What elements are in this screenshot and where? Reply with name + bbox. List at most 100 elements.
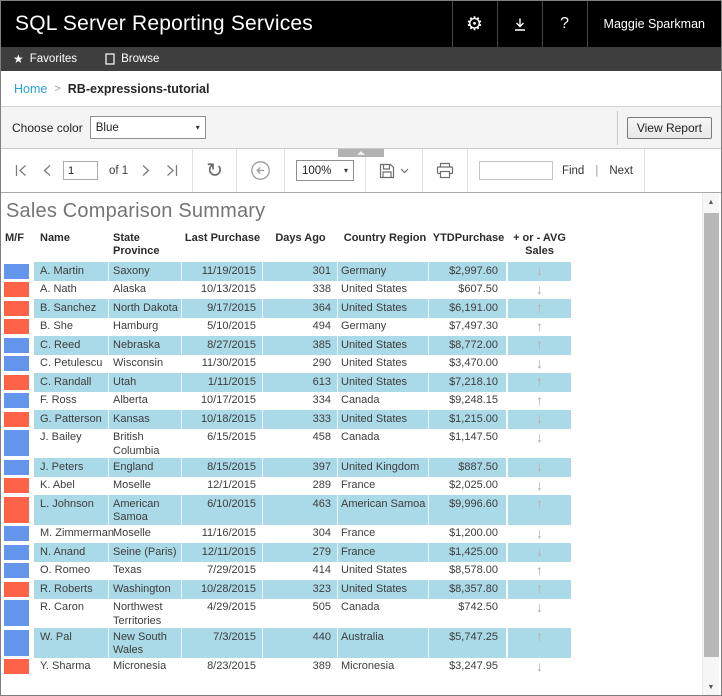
chevron-up-icon (357, 151, 365, 155)
cell-days-ago: 323 (263, 580, 338, 599)
cell-state: Wisconsin (109, 354, 182, 373)
gender-cell (1, 336, 34, 355)
back-button[interactable] (248, 158, 273, 183)
scroll-down-icon[interactable]: ▼ (707, 683, 715, 691)
cell-days-ago: 279 (263, 543, 338, 562)
cell-days-ago: 458 (263, 428, 338, 458)
next-page-button[interactable] (139, 162, 153, 179)
gender-swatch (4, 526, 29, 541)
scroll-up-icon[interactable]: ▲ (707, 198, 715, 206)
favorites-label: Favorites (29, 53, 78, 65)
gender-swatch (4, 430, 29, 456)
cell-ytd-purchase: $1,200.00 (429, 524, 508, 543)
gender-swatch (4, 629, 29, 656)
cell-last-purchase: 10/13/2015 (182, 280, 263, 299)
col-header-ytd: YTDPurchase (432, 232, 505, 244)
cell-name: B. She (34, 317, 109, 336)
cell-country: Canada (338, 391, 429, 410)
gear-icon: ⚙ (466, 13, 484, 35)
find-link[interactable]: Find (561, 164, 585, 177)
collapse-parameters-tab[interactable] (338, 149, 384, 157)
print-button[interactable] (434, 160, 456, 181)
refresh-icon: ↻ (206, 159, 223, 182)
cell-ytd-purchase: $8,772.00 (429, 336, 508, 355)
page-nav-group: of 1 (1, 149, 194, 192)
gender-swatch (4, 544, 29, 560)
cell-last-purchase: 11/30/2015 (182, 354, 263, 373)
settings-button[interactable]: ⚙ (451, 1, 497, 47)
cell-days-ago: 397 (263, 458, 338, 477)
table-row: K. Abel Moselle 12/1/2015 289 France $2,025.0… (1, 476, 721, 496)
nav-browse[interactable]: Browse (105, 53, 159, 65)
cell-ytd-purchase: $9,248.15 (429, 391, 508, 410)
cell-name: R. Caron (34, 598, 109, 628)
up-arrow-icon: ↑ (536, 336, 543, 352)
download-button[interactable] (496, 1, 542, 47)
cell-name: C. Randall (34, 373, 109, 392)
cell-ytd-purchase: $7,218.10 (429, 373, 508, 392)
cell-days-ago: 613 (263, 373, 338, 392)
cell-ytd-purchase: $742.50 (429, 598, 508, 628)
gender-cell (1, 628, 34, 658)
table-row: N. Anand Seine (Paris) 12/11/2015 279 France… (1, 543, 721, 562)
find-input[interactable] (478, 161, 553, 180)
up-arrow-icon: ↑ (536, 317, 543, 334)
report-scrollbar[interactable]: ▲ ▼ (702, 193, 719, 695)
nav-favorites[interactable]: ★ Favorites (13, 53, 77, 65)
up-arrow-icon: ↑ (536, 373, 543, 389)
chevron-down-icon: ▾ (343, 166, 348, 175)
color-select[interactable]: Blue ▾ (89, 116, 206, 139)
view-report-button[interactable]: View Report (626, 116, 712, 139)
cell-name: C. Petulescu (34, 354, 109, 373)
portal-navbar: ★ Favorites Browse (1, 47, 721, 71)
table-row: O. Romeo Texas 7/29/2015 414 United States $8… (1, 561, 721, 581)
page-number-input[interactable] (63, 161, 98, 180)
cell-name: Y. Sharma (34, 657, 109, 676)
cell-trend: ↑ (508, 562, 571, 581)
previous-page-button[interactable] (40, 162, 54, 179)
first-page-button[interactable] (12, 162, 31, 179)
table-row: J. Bailey British Columbia 6/15/2015 458 Can… (1, 428, 721, 458)
cell-last-purchase: 7/3/2015 (182, 628, 263, 658)
find-group: Find | Next (468, 149, 645, 192)
cell-state: Texas (109, 561, 182, 580)
gender-swatch (4, 319, 29, 334)
breadcrumb-current: RB-expressions-tutorial (67, 81, 210, 96)
cell-state: Utah (109, 373, 182, 392)
col-header-name: Name (40, 232, 70, 244)
cell-trend: ↓ (508, 410, 571, 429)
print-group (423, 149, 468, 192)
user-menu[interactable]: Maggie Sparkman (586, 1, 721, 47)
cell-last-purchase: 11/16/2015 (182, 524, 263, 543)
cell-name: J. Peters (34, 458, 109, 477)
table-row: C. Petulescu Wisconsin 11/30/2015 290 United… (1, 354, 721, 374)
chevron-down-icon (400, 168, 409, 173)
cell-name: O. Romeo (34, 561, 109, 580)
cell-last-purchase: 1/11/2015 (182, 373, 263, 392)
cell-days-ago: 389 (263, 657, 338, 676)
export-button[interactable] (377, 161, 411, 181)
scrollbar-thumb[interactable] (704, 213, 719, 657)
cell-name: K. Abel (34, 476, 109, 495)
cell-trend: ↓ (508, 525, 571, 544)
next-link[interactable]: Next (609, 164, 633, 177)
cell-name: A. Martin (34, 262, 109, 281)
cell-last-purchase: 10/28/2015 (182, 580, 263, 599)
last-page-button[interactable] (162, 162, 181, 179)
cell-ytd-purchase: $2,997.60 (429, 262, 508, 281)
cell-last-purchase: 8/27/2015 (182, 336, 263, 355)
cell-trend: ↓ (508, 477, 571, 496)
gender-cell (1, 373, 34, 392)
cell-trend: ↓ (508, 355, 571, 374)
help-button[interactable]: ? (541, 1, 587, 47)
cell-state: American Samoa (109, 495, 182, 525)
breadcrumb-home-link[interactable]: Home (14, 81, 48, 96)
table-row: J. Peters England 8/15/2015 397 United Kingd… (1, 458, 721, 477)
zoom-select[interactable]: 100% ▾ (295, 160, 354, 181)
browse-icon (105, 53, 115, 65)
up-arrow-icon: ↑ (536, 580, 543, 596)
gender-swatch (4, 411, 29, 427)
cell-country: Canada (338, 428, 429, 458)
refresh-button[interactable]: ↻ (204, 159, 225, 183)
